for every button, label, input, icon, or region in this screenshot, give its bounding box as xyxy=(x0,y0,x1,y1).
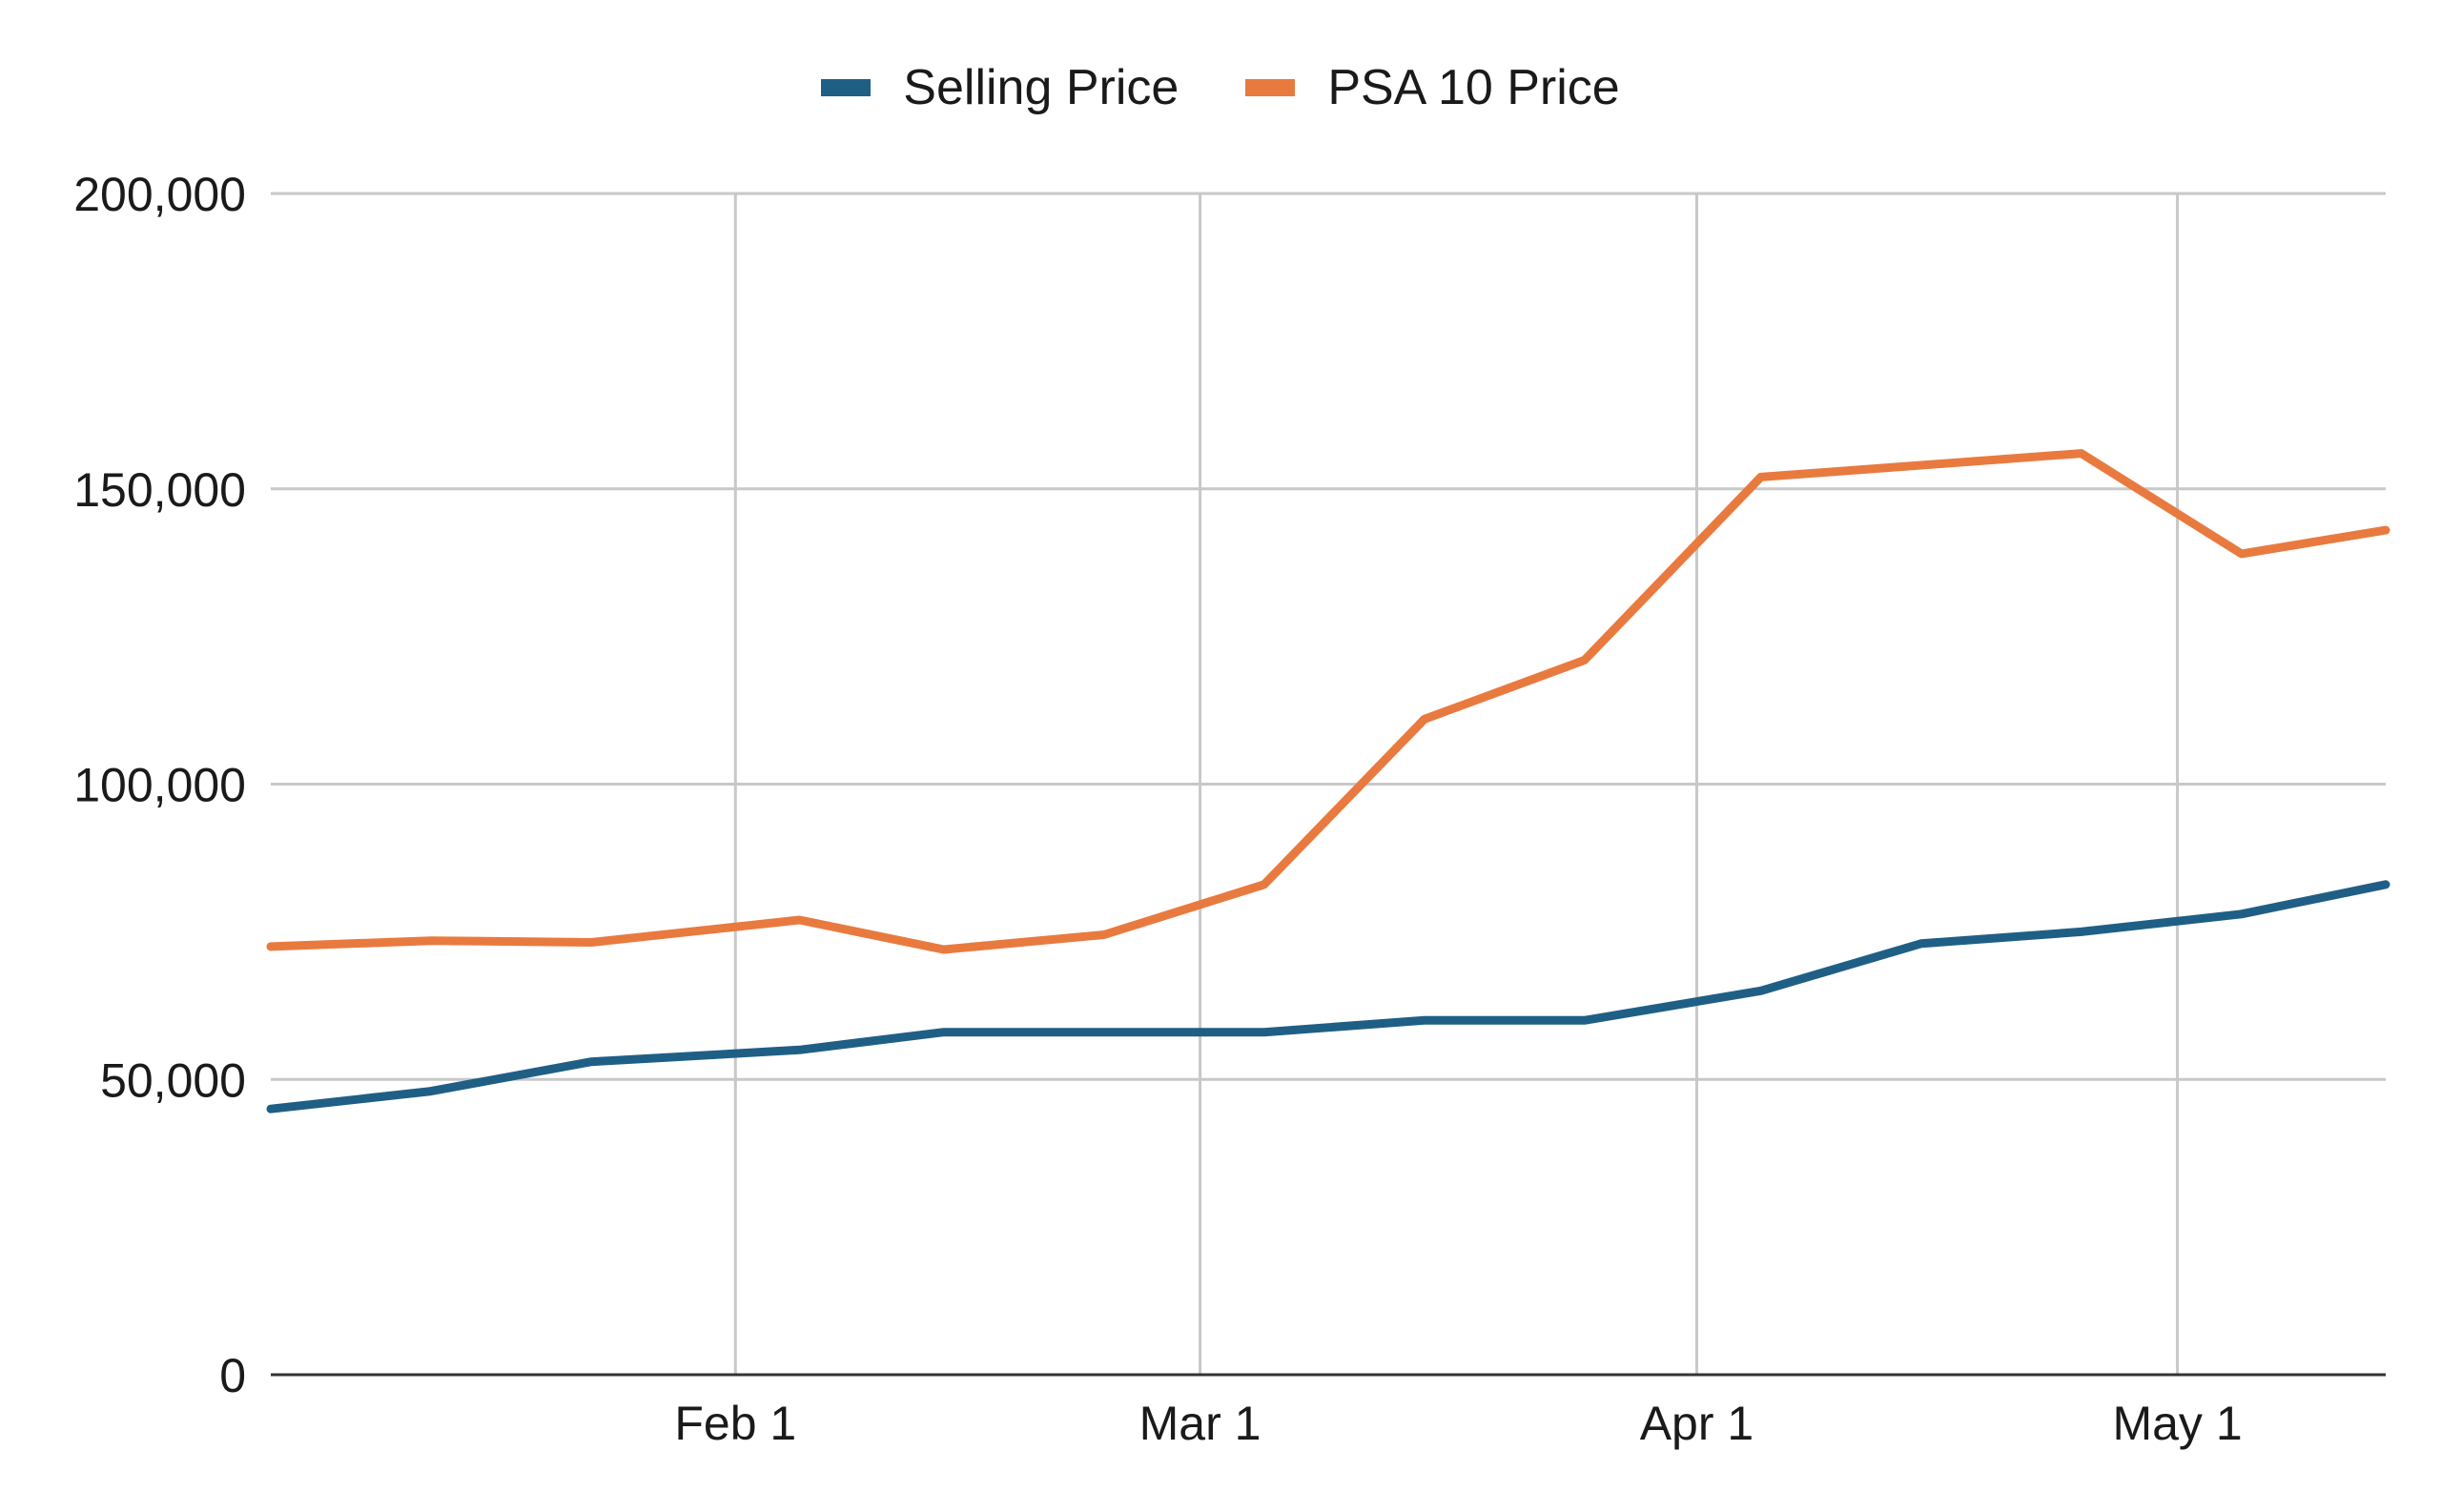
x-tick-label: Feb 1 xyxy=(674,1397,796,1450)
legend-swatch-selling-price xyxy=(821,79,872,96)
legend-label-psa10-price: PSA 10 Price xyxy=(1327,60,1620,115)
legend-swatch-psa10-price xyxy=(1245,79,1296,96)
y-tick-label: 150,000 xyxy=(73,463,246,517)
y-tick-label: 100,000 xyxy=(73,759,246,812)
series-line-selling-price xyxy=(266,880,2390,1114)
chart-legend: Selling Price PSA 10 Price xyxy=(0,59,2441,116)
legend-item-psa10-price: PSA 10 Price xyxy=(1245,59,1620,116)
legend-item-selling-price: Selling Price xyxy=(821,59,1179,116)
x-tick-label: Apr 1 xyxy=(1640,1397,1754,1450)
x-tick-label: May 1 xyxy=(2112,1397,2242,1450)
x-tick-label: Mar 1 xyxy=(1139,1397,1262,1450)
y-tick-label: 200,000 xyxy=(73,168,246,221)
legend-label-selling-price: Selling Price xyxy=(903,60,1179,115)
y-tick-label: 50,000 xyxy=(100,1053,246,1107)
y-tick-label: 0 xyxy=(219,1349,246,1402)
series-line-psa10-price xyxy=(266,449,2390,954)
